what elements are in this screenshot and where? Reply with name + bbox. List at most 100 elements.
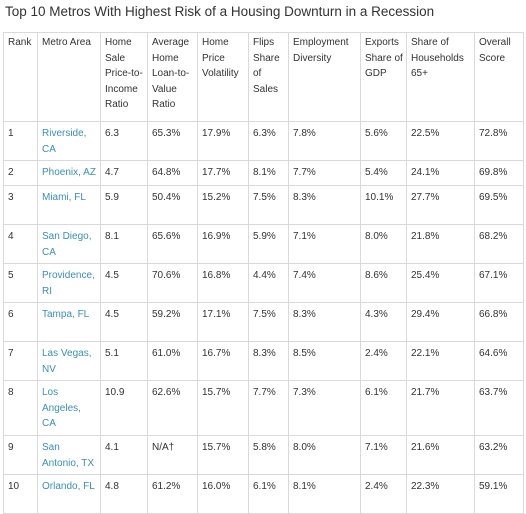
exports-share-cell: 7.1%	[360, 435, 407, 475]
flips-share-cell: 8.1%	[248, 160, 289, 186]
table-row: 3 Miami, FL 5.9 50.4% 15.2% 7.5% 8.3% 10.1% 27.7…	[3, 185, 524, 225]
column-header-households-65: Share of Households 65+	[406, 32, 475, 122]
flips-share-cell: 8.3%	[248, 341, 289, 381]
rank-cell: 10	[3, 474, 38, 514]
employment-diversity-cell: 8.3%	[288, 302, 361, 342]
metro-cell: Miami, FL	[37, 185, 101, 225]
loan-to-value-cell: N/A†	[147, 435, 198, 475]
metro-cell: Tampa, FL	[37, 302, 101, 342]
metro-cell: San Antonio, TX	[37, 435, 101, 475]
price-volatility-cell: 16.0%	[197, 474, 249, 514]
loan-to-value-cell: 70.6%	[147, 263, 198, 303]
rank-cell: 4	[3, 224, 38, 264]
exports-share-cell: 4.3%	[360, 302, 407, 342]
metro-cell: Providence, RI	[37, 263, 101, 303]
column-header-loan-to-value: Average Home Loan-to-Value Ratio	[147, 32, 198, 122]
column-header-exports-share: Exports Share of GDP	[360, 32, 407, 122]
employment-diversity-cell: 7.1%	[288, 224, 361, 264]
flips-share-cell: 5.9%	[248, 224, 289, 264]
metro-link[interactable]: Providence, RI	[42, 270, 95, 297]
price-to-income-cell: 10.9	[100, 380, 148, 436]
loan-to-value-cell: 64.8%	[147, 160, 198, 186]
overall-score-cell: 63.7%	[474, 380, 524, 436]
price-to-income-cell: 5.1	[100, 341, 148, 381]
metros-risk-table: Rank Metro Area Home Sale Price-to-Incom…	[3, 32, 524, 514]
price-volatility-cell: 16.7%	[197, 341, 249, 381]
price-to-income-cell: 4.7	[100, 160, 148, 186]
overall-score-cell: 59.1%	[474, 474, 524, 514]
rank-cell: 6	[3, 302, 38, 342]
price-to-income-cell: 6.3	[100, 121, 148, 161]
table-title: Top 10 Metros With Highest Risk of a Hou…	[5, 4, 435, 19]
metro-cell: Orlando, FL	[37, 474, 101, 514]
rank-cell: 5	[3, 263, 38, 303]
employment-diversity-cell: 7.7%	[288, 160, 361, 186]
metro-cell: Phoenix, AZ	[37, 160, 101, 186]
header-row: Rank Metro Area Home Sale Price-to-Incom…	[3, 32, 524, 122]
flips-share-cell: 4.4%	[248, 263, 289, 303]
price-volatility-cell: 17.7%	[197, 160, 249, 186]
employment-diversity-cell: 8.0%	[288, 435, 361, 475]
metro-link[interactable]: Phoenix, AZ	[42, 167, 96, 178]
rank-cell: 1	[3, 121, 38, 161]
exports-share-cell: 8.0%	[360, 224, 407, 264]
price-volatility-cell: 15.7%	[197, 380, 249, 436]
table-row: 7 Las Vegas, NV 5.1 61.0% 16.7% 8.3% 8.5% 2.4% 2…	[3, 341, 524, 381]
overall-score-cell: 66.8%	[474, 302, 524, 342]
households-65-cell: 22.1%	[406, 341, 475, 381]
exports-share-cell: 8.6%	[360, 263, 407, 303]
price-to-income-cell: 4.8	[100, 474, 148, 514]
price-volatility-cell: 15.7%	[197, 435, 249, 475]
table-row: 6 Tampa, FL 4.5 59.2% 17.1% 7.5% 8.3% 4.3% 29.4%…	[3, 302, 524, 342]
price-to-income-cell: 4.5	[100, 302, 148, 342]
metro-cell: San Diego, CA	[37, 224, 101, 264]
loan-to-value-cell: 61.0%	[147, 341, 198, 381]
households-65-cell: 29.4%	[406, 302, 475, 342]
column-header-overall-score: Overall Score	[474, 32, 524, 122]
metro-cell: Los Angeles, CA	[37, 380, 101, 436]
table-row: 2 Phoenix, AZ 4.7 64.8% 17.7% 8.1% 7.7% 5.4% 24.…	[3, 160, 524, 186]
price-volatility-cell: 16.9%	[197, 224, 249, 264]
table-row: 8 Los Angeles, CA 10.9 62.6% 15.7% 7.7% 7.3% 6.…	[3, 380, 524, 436]
metro-link[interactable]: San Diego, CA	[42, 231, 92, 258]
households-65-cell: 22.3%	[406, 474, 475, 514]
metro-link[interactable]: Las Vegas, NV	[42, 348, 92, 375]
rank-cell: 2	[3, 160, 38, 186]
loan-to-value-cell: 59.2%	[147, 302, 198, 342]
metro-link[interactable]: Miami, FL	[42, 192, 86, 203]
overall-score-cell: 64.6%	[474, 341, 524, 381]
metro-link[interactable]: Los Angeles, CA	[42, 387, 81, 429]
flips-share-cell: 7.5%	[248, 185, 289, 225]
metro-link[interactable]: Orlando, FL	[42, 481, 95, 492]
metro-link[interactable]: San Antonio, TX	[42, 442, 95, 469]
employment-diversity-cell: 7.4%	[288, 263, 361, 303]
metro-cell: Las Vegas, NV	[37, 341, 101, 381]
flips-share-cell: 5.8%	[248, 435, 289, 475]
table-row: 5 Providence, RI 4.5 70.6% 16.8% 4.4% 7.4% 8.6%…	[3, 263, 524, 303]
column-header-metro-area: Metro Area	[37, 32, 101, 122]
loan-to-value-cell: 61.2%	[147, 474, 198, 514]
price-to-income-cell: 4.5	[100, 263, 148, 303]
price-volatility-cell: 15.2%	[197, 185, 249, 225]
flips-share-cell: 6.1%	[248, 474, 289, 514]
table-row: 1 Riverside, CA 6.3 65.3% 17.9% 6.3% 7.8% 5.6% 2…	[3, 121, 524, 161]
price-to-income-cell: 4.1	[100, 435, 148, 475]
rank-cell: 9	[3, 435, 38, 475]
employment-diversity-cell: 8.1%	[288, 474, 361, 514]
metro-link[interactable]: Riverside, CA	[42, 128, 87, 155]
households-65-cell: 22.5%	[406, 121, 475, 161]
households-65-cell: 21.7%	[406, 380, 475, 436]
price-volatility-cell: 16.8%	[197, 263, 249, 303]
exports-share-cell: 2.4%	[360, 474, 407, 514]
metro-link[interactable]: Tampa, FL	[42, 309, 90, 320]
exports-share-cell: 10.1%	[360, 185, 407, 225]
overall-score-cell: 68.2%	[474, 224, 524, 264]
employment-diversity-cell: 7.8%	[288, 121, 361, 161]
loan-to-value-cell: 65.6%	[147, 224, 198, 264]
price-volatility-cell: 17.1%	[197, 302, 249, 342]
column-header-employment-diversity: Employment Diversity	[288, 32, 361, 122]
overall-score-cell: 69.5%	[474, 185, 524, 225]
exports-share-cell: 5.6%	[360, 121, 407, 161]
overall-score-cell: 72.8%	[474, 121, 524, 161]
overall-score-cell: 67.1%	[474, 263, 524, 303]
